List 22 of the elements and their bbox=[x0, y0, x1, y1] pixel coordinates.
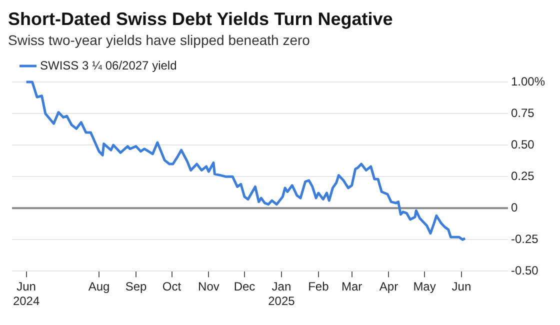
x-tick-label: Sep bbox=[125, 280, 147, 294]
y-tick-label: -0.50 bbox=[510, 264, 539, 278]
x-tick-label: Aug bbox=[88, 280, 110, 294]
x-tick-label: Nov bbox=[198, 280, 220, 294]
y-tick-label: 0.75 bbox=[510, 106, 535, 120]
x-tick-label: Jun bbox=[452, 280, 472, 294]
x-tick-label: Apr bbox=[379, 280, 398, 294]
y-tick-label: 1.00% bbox=[510, 74, 546, 88]
x-tick-label: Dec bbox=[234, 280, 256, 294]
y-tick-label: 0.25 bbox=[510, 168, 535, 183]
x-tick-label: Feb bbox=[308, 280, 330, 294]
y-tick-label: -0.25 bbox=[510, 232, 539, 246]
x-tick-label: May bbox=[413, 280, 436, 294]
x-tick-label: Oct bbox=[162, 280, 182, 294]
y-tick-label: 0.50 bbox=[510, 137, 535, 152]
x-tick-label: Jun 2024 bbox=[12, 280, 40, 308]
y-tick-label: 0 bbox=[510, 200, 518, 214]
x-tick-label: Jan 2025 bbox=[268, 280, 296, 308]
x-tick-label: Mar bbox=[341, 280, 362, 294]
chart-title: Short-Dated Swiss Debt Yields Turn Negative bbox=[8, 8, 394, 30]
legend-label: SWISS 3 ¼ 06/2027 yield bbox=[40, 58, 177, 72]
chart-subtitle: Swiss two-year yields have slipped beneath zero bbox=[8, 31, 311, 50]
